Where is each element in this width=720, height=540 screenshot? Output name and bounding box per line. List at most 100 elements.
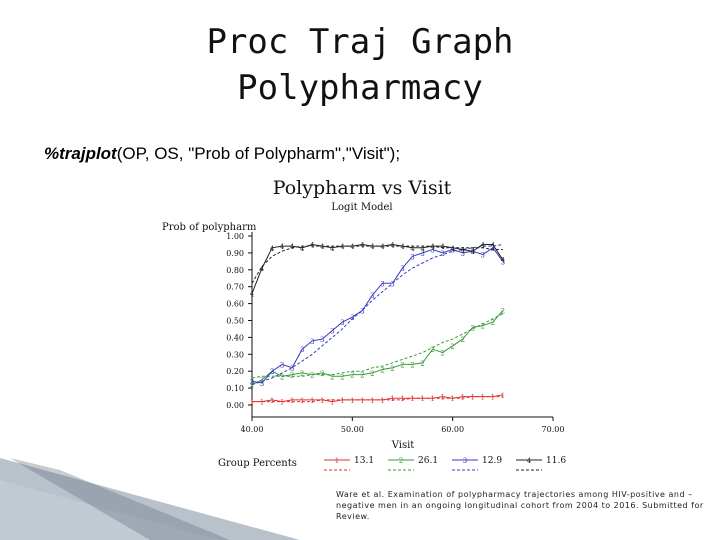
series-2-point: 2 [360, 372, 364, 380]
x-tick-label: 70.00 [542, 425, 565, 434]
series-2-point: 2 [460, 336, 464, 344]
chart-title: Polypharm vs Visit [273, 177, 452, 199]
series-4-point: 4 [460, 247, 465, 255]
corner-shape-mid [10, 458, 230, 540]
series-1-point: 1 [280, 399, 284, 407]
y-tick-label: 0.00 [226, 401, 244, 410]
series-1-point: 1 [400, 395, 404, 403]
series-2-point: 2 [320, 370, 324, 378]
series-2-point: 2 [501, 307, 505, 315]
series-4-point: 4 [491, 241, 496, 249]
series-4-point: 4 [310, 241, 315, 249]
series-4-point: 4 [350, 243, 355, 251]
legend-label-4: 11.6 [546, 456, 566, 466]
series-1-point: 1 [300, 397, 304, 405]
y-tick-label: 0.90 [226, 249, 244, 258]
series-3-point: 3 [390, 280, 394, 288]
series-2-point: 2 [350, 372, 354, 380]
citation-note: Ware et al. Examination of polypharmacy … [336, 490, 704, 521]
y-tick-label: 0.30 [226, 350, 244, 359]
series-2-point: 2 [260, 377, 264, 385]
legend-marker-2: 2 [399, 457, 403, 465]
series-1-point: 1 [420, 395, 424, 403]
series-3-point: 3 [290, 365, 294, 373]
series-1-point: 1 [430, 395, 434, 403]
legend-marker-4: 4 [527, 457, 532, 465]
series-3-point: 3 [360, 307, 364, 315]
series-1-point: 1 [360, 397, 364, 405]
series-3-point: 3 [270, 368, 274, 376]
series-1-point: 1 [320, 397, 324, 405]
series-4-point: 4 [320, 243, 325, 251]
series-3-point: 3 [380, 280, 384, 288]
series-2-point: 2 [370, 370, 374, 378]
series-4-point: 4 [380, 243, 385, 251]
series-3-point: 3 [481, 252, 485, 260]
series-1-point: 1 [250, 399, 254, 407]
x-axis-label: Visit [391, 440, 415, 451]
series-4-point: 4 [290, 243, 295, 251]
chart-subtitle: Logit Model [331, 202, 392, 213]
series-4-point: 4 [340, 243, 345, 251]
series-1-point: 1 [460, 394, 464, 402]
series-2-point: 2 [280, 373, 284, 381]
series-3-observed-line [251, 247, 504, 384]
series-4-point: 4 [450, 245, 455, 253]
series-1-point: 1 [310, 397, 314, 405]
series-2-point: 2 [491, 319, 495, 327]
code-arguments: (OP, OS, "Prob of Polypharm","Visit"); [116, 144, 401, 163]
series-4-point: 4 [390, 241, 395, 249]
series-4-point: 4 [440, 243, 445, 251]
legend-label: Group Percents [218, 458, 297, 469]
legend-marker-3: 3 [463, 457, 467, 465]
series-3-point: 3 [280, 361, 284, 369]
series-1-point: 1 [440, 394, 444, 402]
series-2-point: 2 [450, 343, 454, 351]
series-1-point: 1 [260, 399, 264, 407]
series-3-point: 3 [491, 245, 495, 253]
series-4-point: 4 [410, 245, 415, 253]
y-tick-label: 0.70 [226, 283, 244, 292]
series-3-point: 3 [340, 319, 344, 327]
series-4-predicted-line [251, 245, 503, 284]
series-1-point: 1 [350, 397, 354, 405]
series-3-point: 3 [450, 247, 454, 255]
series-1-point: 1 [380, 397, 384, 405]
series-3-predicted-line [251, 244, 503, 386]
series-2-point: 2 [380, 367, 384, 375]
y-axis-label: Prob of polypharm [162, 222, 257, 233]
series-1-point: 1 [330, 399, 334, 407]
series-1-point: 1 [410, 395, 414, 403]
series-4-point: 4 [400, 243, 405, 251]
x-tick-label: 40.00 [241, 425, 264, 434]
series-2-point: 2 [390, 365, 394, 373]
series-4-point: 4 [481, 241, 486, 249]
legend-label-1: 13.1 [354, 456, 374, 466]
series-1-point: 1 [270, 397, 274, 405]
legend-label-2: 26.1 [418, 456, 438, 466]
series-3-point: 3 [501, 258, 505, 266]
series-1-point: 1 [340, 397, 344, 405]
series-3-point: 3 [330, 328, 334, 336]
series-3-point: 3 [310, 338, 314, 346]
series-4-point: 4 [250, 290, 255, 298]
series-1-point: 1 [450, 395, 454, 403]
series-2-point: 2 [290, 372, 294, 380]
legend-label-3: 12.9 [482, 456, 502, 466]
series-1-observed-line [252, 394, 503, 403]
x-tick-label: 60.00 [441, 425, 464, 434]
series-4-point: 4 [280, 243, 285, 251]
series-4-point: 4 [470, 248, 475, 256]
series-2-point: 2 [400, 361, 404, 369]
series-2-point: 2 [330, 373, 334, 381]
series-2-point: 2 [300, 370, 304, 378]
series-1-point: 1 [470, 394, 474, 402]
series-2-observed-line [251, 310, 504, 386]
series-3-point: 3 [460, 250, 464, 258]
series-3-point: 3 [260, 380, 264, 388]
slide-title-line2: Polypharmacy [237, 68, 483, 108]
y-tick-label: 0.80 [226, 266, 244, 275]
series-4-point: 4 [420, 245, 425, 253]
y-tick-label: 0.10 [226, 384, 244, 393]
series-3-point: 3 [470, 248, 474, 256]
